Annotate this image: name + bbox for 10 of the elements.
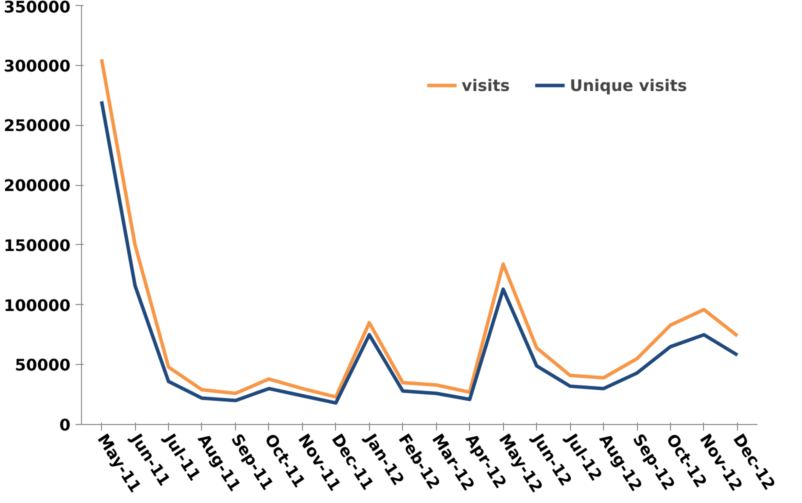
- y-tick-label: 150000: [4, 236, 70, 255]
- legend-label: visits: [462, 76, 510, 94]
- y-tick-label: 250000: [4, 116, 70, 136]
- y-tick-label: 200000: [4, 176, 70, 196]
- y-tick-label: 100000: [4, 296, 70, 315]
- legend-label: Unique visits: [570, 76, 687, 94]
- y-tick-label: 300000: [4, 56, 70, 76]
- y-tick-label: 350000: [4, 0, 70, 16]
- y-tick-label: 0: [59, 416, 71, 434]
- y-tick-label: 50000: [14, 356, 71, 375]
